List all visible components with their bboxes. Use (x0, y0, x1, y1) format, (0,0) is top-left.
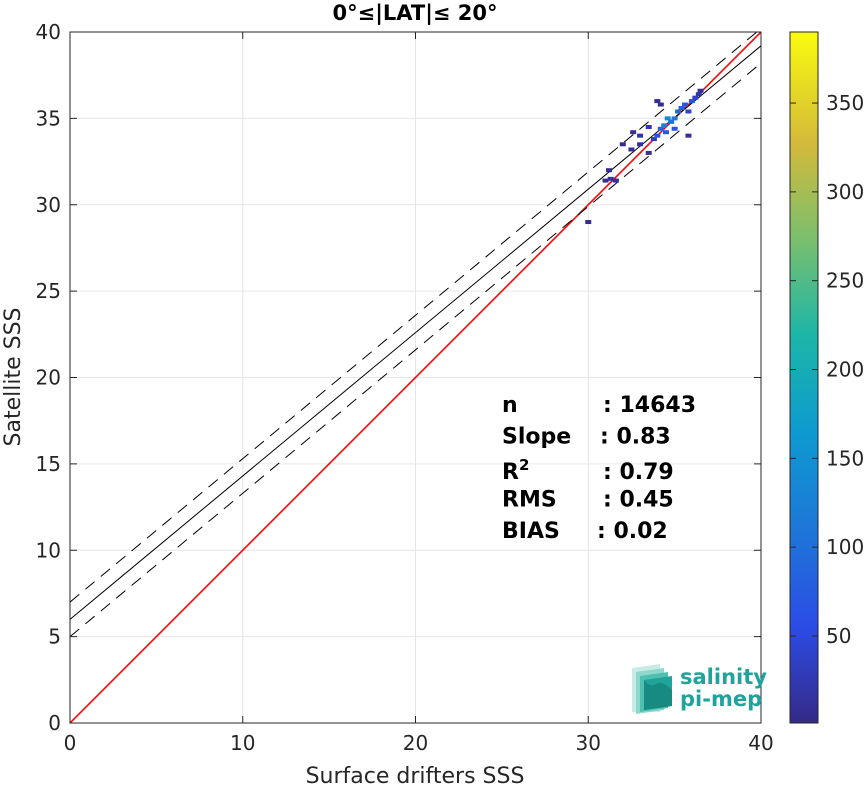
density-point (675, 109, 682, 114)
density-point (695, 92, 702, 97)
stat-label: RMS (502, 488, 557, 513)
x-axis-ticks: 0 10 20 30 40 (64, 32, 774, 755)
logo-icon (632, 664, 672, 714)
x-axis-label: Surface drifters SSS (306, 764, 525, 786)
y-tick-label: 10 (36, 538, 61, 562)
density-point (681, 102, 688, 107)
density-point (671, 116, 678, 121)
density-point (654, 133, 661, 138)
one-to-one-line (70, 32, 761, 723)
density-point (657, 126, 664, 131)
density-point (671, 126, 678, 131)
density-point (661, 123, 668, 128)
x-tick-label: 20 (403, 731, 428, 755)
density-point (697, 88, 704, 93)
density-points (585, 88, 704, 225)
stat-label: R2 (502, 456, 529, 485)
y-tick-label: 30 (36, 193, 61, 217)
density-point (619, 142, 626, 147)
y-tick-label: 25 (36, 279, 61, 303)
x-tick-label: 0 (64, 731, 77, 755)
density-point (685, 109, 692, 114)
density-point (607, 176, 614, 181)
density-point (612, 178, 619, 183)
stats-box: n : 14643 Slope : 0.83 R2 : 0.79 RMS : 0.45 BIAS… (502, 393, 696, 544)
logo-text-line1: salinity (680, 665, 767, 689)
y-tick-label: 0 (48, 711, 61, 735)
colorbar-tick-label: 250 (826, 269, 864, 293)
stat-label: Slope (502, 425, 571, 450)
density-point (637, 142, 644, 147)
y-axis-ticks: 0 5 10 15 20 25 30 35 40 (36, 20, 761, 735)
logo-text-line2: pi-mep (680, 687, 762, 711)
stat-label-text: n (502, 393, 518, 418)
density-point (654, 99, 661, 104)
density-point (630, 130, 637, 135)
density-point (637, 133, 644, 138)
density-point (664, 116, 671, 121)
upper-bound-line (70, 32, 758, 603)
density-point (668, 119, 675, 124)
stat-label: BIAS (502, 519, 560, 544)
colorbar-tick-label: 150 (826, 446, 864, 470)
x-tick-label: 30 (576, 731, 601, 755)
colorbar-tick-label: 50 (826, 624, 851, 648)
regression-line (70, 45, 761, 620)
colorbar-tick-label: 100 (826, 535, 864, 559)
stat-value: : 0.45 (603, 488, 674, 513)
stat-label: n (502, 393, 518, 418)
reference-lines (70, 32, 761, 723)
stat-value: : 14643 (603, 393, 696, 418)
density-point (692, 95, 699, 100)
x-tick-label: 10 (230, 731, 255, 755)
lower-bound-line (70, 62, 761, 638)
salinity-pi-mep-logo: salinity pi-mep (632, 664, 767, 714)
colorbar (789, 31, 819, 724)
y-tick-label: 40 (36, 20, 61, 44)
stat-value: : 0.79 (603, 460, 674, 485)
density-point (662, 130, 669, 135)
y-tick-label: 20 (36, 366, 61, 390)
y-tick-label: 5 (48, 625, 61, 649)
x-tick-label: 40 (748, 731, 773, 755)
chart-title: 0°≤|LAT|≤ 20° (332, 1, 497, 26)
y-tick-label: 35 (36, 106, 61, 130)
density-point (688, 99, 695, 104)
density-point (602, 178, 609, 183)
stat-value: : 0.02 (597, 519, 668, 544)
stat-label-text: BIAS (502, 519, 560, 544)
colorbar-ticks: 50 100 150 200 250 300 350 (790, 91, 864, 648)
density-point (650, 137, 657, 142)
y-axis-label: Satellite SSS (1, 308, 26, 447)
density-point (645, 150, 652, 155)
density-point (657, 102, 664, 107)
stat-label-text: Slope (502, 425, 571, 450)
stat-value: : 0.83 (600, 425, 671, 450)
stat-label-superscript: 2 (519, 456, 529, 474)
density-point (685, 133, 692, 138)
stat-label-text: R (502, 460, 519, 485)
stat-label-text: RMS (502, 488, 557, 513)
density-point (645, 125, 652, 130)
density-point (628, 147, 635, 152)
y-tick-label: 15 (36, 452, 61, 476)
density-point (585, 220, 592, 225)
density-point (678, 106, 685, 111)
density-point (605, 168, 612, 173)
colorbar-tick-label: 300 (826, 180, 864, 204)
colorbar-tick-label: 350 (826, 91, 864, 115)
colorbar-tick-label: 200 (826, 358, 864, 382)
